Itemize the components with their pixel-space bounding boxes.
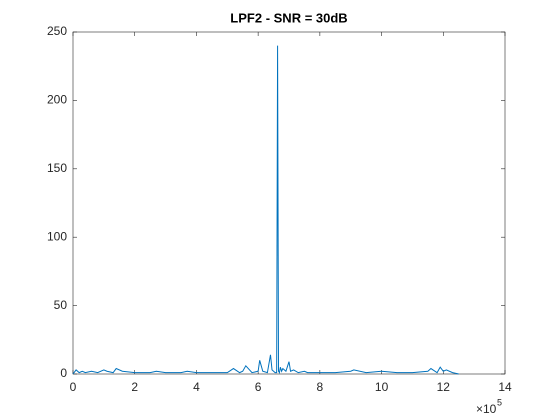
y-tick-label: 50 [54,298,68,312]
x-tick-label: 8 [317,380,324,394]
y-tick-label: 150 [47,161,67,175]
y-tick-label: 200 [47,93,67,107]
x-tick-label: 2 [131,380,138,394]
x-tick-label: 0 [70,380,77,394]
chart-title: LPF2 - SNR = 30dB [230,10,347,25]
x-tick-label: 12 [437,380,451,394]
x-tick-label: 10 [375,380,389,394]
y-tick-label: 100 [47,229,67,243]
x-exponent-power: 5 [497,397,502,407]
x-tick-label: 6 [255,380,262,394]
x-exponent-base: ×10 [476,402,497,416]
y-tick-label: 0 [60,366,67,380]
x-tick-label: 4 [193,380,200,394]
plot-area [72,31,506,375]
data-line [72,45,459,375]
x-tick-label: 14 [498,380,512,394]
y-tick-label: 250 [47,24,67,38]
